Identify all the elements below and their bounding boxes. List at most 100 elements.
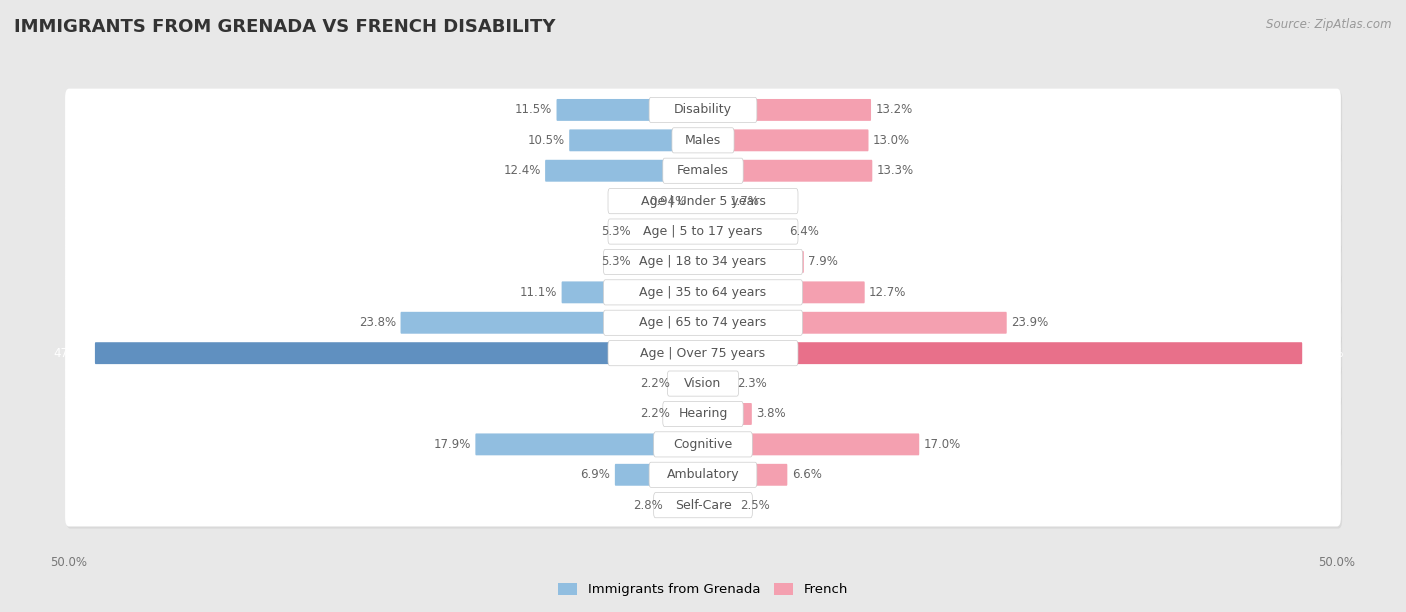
FancyBboxPatch shape [65, 423, 1341, 466]
Text: Self-Care: Self-Care [675, 499, 731, 512]
FancyBboxPatch shape [636, 220, 703, 242]
FancyBboxPatch shape [607, 219, 799, 244]
Text: Cognitive: Cognitive [673, 438, 733, 451]
Text: 2.2%: 2.2% [640, 408, 671, 420]
Text: 3.8%: 3.8% [756, 408, 786, 420]
FancyBboxPatch shape [65, 302, 1341, 344]
FancyBboxPatch shape [66, 486, 1343, 529]
Text: Source: ZipAtlas.com: Source: ZipAtlas.com [1267, 18, 1392, 31]
Text: Vision: Vision [685, 377, 721, 390]
Text: 6.4%: 6.4% [789, 225, 820, 238]
FancyBboxPatch shape [66, 395, 1343, 438]
FancyBboxPatch shape [703, 220, 785, 242]
FancyBboxPatch shape [65, 484, 1341, 526]
FancyBboxPatch shape [66, 304, 1343, 346]
FancyBboxPatch shape [703, 129, 869, 151]
FancyBboxPatch shape [672, 128, 734, 153]
Text: 47.9%: 47.9% [53, 346, 90, 360]
Text: Disability: Disability [673, 103, 733, 116]
FancyBboxPatch shape [675, 403, 703, 425]
FancyBboxPatch shape [557, 99, 703, 121]
Text: 17.0%: 17.0% [924, 438, 960, 451]
FancyBboxPatch shape [703, 190, 725, 212]
Text: Females: Females [678, 164, 728, 177]
FancyBboxPatch shape [675, 373, 703, 395]
FancyBboxPatch shape [666, 494, 703, 516]
FancyBboxPatch shape [66, 273, 1343, 316]
Text: 11.5%: 11.5% [515, 103, 553, 116]
Text: Age | 18 to 34 years: Age | 18 to 34 years [640, 255, 766, 269]
FancyBboxPatch shape [66, 121, 1343, 164]
Legend: Immigrants from Grenada, French: Immigrants from Grenada, French [553, 578, 853, 602]
Text: Age | Under 5 years: Age | Under 5 years [641, 195, 765, 207]
FancyBboxPatch shape [703, 160, 872, 182]
FancyBboxPatch shape [65, 332, 1341, 375]
FancyBboxPatch shape [603, 280, 803, 305]
FancyBboxPatch shape [66, 91, 1343, 133]
Text: 6.6%: 6.6% [792, 468, 821, 481]
FancyBboxPatch shape [607, 341, 799, 366]
Text: 12.4%: 12.4% [503, 164, 541, 177]
Text: 5.3%: 5.3% [602, 255, 631, 269]
FancyBboxPatch shape [65, 393, 1341, 435]
FancyBboxPatch shape [561, 282, 703, 304]
Text: 10.5%: 10.5% [527, 134, 565, 147]
FancyBboxPatch shape [603, 249, 803, 275]
Text: Males: Males [685, 134, 721, 147]
FancyBboxPatch shape [65, 362, 1341, 405]
Text: Age | 5 to 17 years: Age | 5 to 17 years [644, 225, 762, 238]
FancyBboxPatch shape [614, 464, 703, 486]
Text: 7.9%: 7.9% [808, 255, 838, 269]
FancyBboxPatch shape [650, 462, 756, 487]
FancyBboxPatch shape [603, 310, 803, 335]
Text: 17.9%: 17.9% [433, 438, 471, 451]
Text: Ambulatory: Ambulatory [666, 468, 740, 481]
FancyBboxPatch shape [703, 312, 1007, 334]
FancyBboxPatch shape [66, 425, 1343, 468]
Text: 23.8%: 23.8% [359, 316, 396, 329]
Text: 2.3%: 2.3% [737, 377, 768, 390]
FancyBboxPatch shape [65, 271, 1341, 313]
Text: 13.0%: 13.0% [873, 134, 910, 147]
FancyBboxPatch shape [636, 251, 703, 273]
FancyBboxPatch shape [703, 282, 865, 304]
Text: Hearing: Hearing [678, 408, 728, 420]
FancyBboxPatch shape [569, 129, 703, 151]
Text: Age | Over 75 years: Age | Over 75 years [641, 346, 765, 360]
FancyBboxPatch shape [65, 119, 1341, 162]
FancyBboxPatch shape [65, 180, 1341, 222]
FancyBboxPatch shape [65, 149, 1341, 192]
Text: 47.2%: 47.2% [1306, 346, 1344, 360]
Text: IMMIGRANTS FROM GRENADA VS FRENCH DISABILITY: IMMIGRANTS FROM GRENADA VS FRENCH DISABI… [14, 18, 555, 36]
FancyBboxPatch shape [662, 401, 744, 427]
Text: 2.2%: 2.2% [640, 377, 671, 390]
Text: 2.5%: 2.5% [740, 499, 769, 512]
FancyBboxPatch shape [690, 190, 703, 212]
FancyBboxPatch shape [475, 433, 703, 455]
FancyBboxPatch shape [65, 453, 1341, 496]
FancyBboxPatch shape [650, 97, 756, 122]
FancyBboxPatch shape [66, 212, 1343, 255]
Text: 12.7%: 12.7% [869, 286, 907, 299]
FancyBboxPatch shape [703, 373, 733, 395]
Text: Age | 65 to 74 years: Age | 65 to 74 years [640, 316, 766, 329]
FancyBboxPatch shape [401, 312, 703, 334]
FancyBboxPatch shape [703, 464, 787, 486]
Text: 11.1%: 11.1% [520, 286, 557, 299]
FancyBboxPatch shape [703, 494, 735, 516]
Text: 13.3%: 13.3% [877, 164, 914, 177]
FancyBboxPatch shape [65, 241, 1341, 283]
FancyBboxPatch shape [66, 455, 1343, 498]
FancyBboxPatch shape [65, 89, 1341, 131]
FancyBboxPatch shape [546, 160, 703, 182]
FancyBboxPatch shape [703, 342, 1302, 364]
FancyBboxPatch shape [703, 403, 752, 425]
FancyBboxPatch shape [668, 371, 738, 396]
Text: 23.9%: 23.9% [1011, 316, 1049, 329]
FancyBboxPatch shape [66, 182, 1343, 225]
FancyBboxPatch shape [703, 433, 920, 455]
Text: 5.3%: 5.3% [602, 225, 631, 238]
FancyBboxPatch shape [654, 493, 752, 518]
FancyBboxPatch shape [654, 432, 752, 457]
Text: 6.9%: 6.9% [581, 468, 610, 481]
